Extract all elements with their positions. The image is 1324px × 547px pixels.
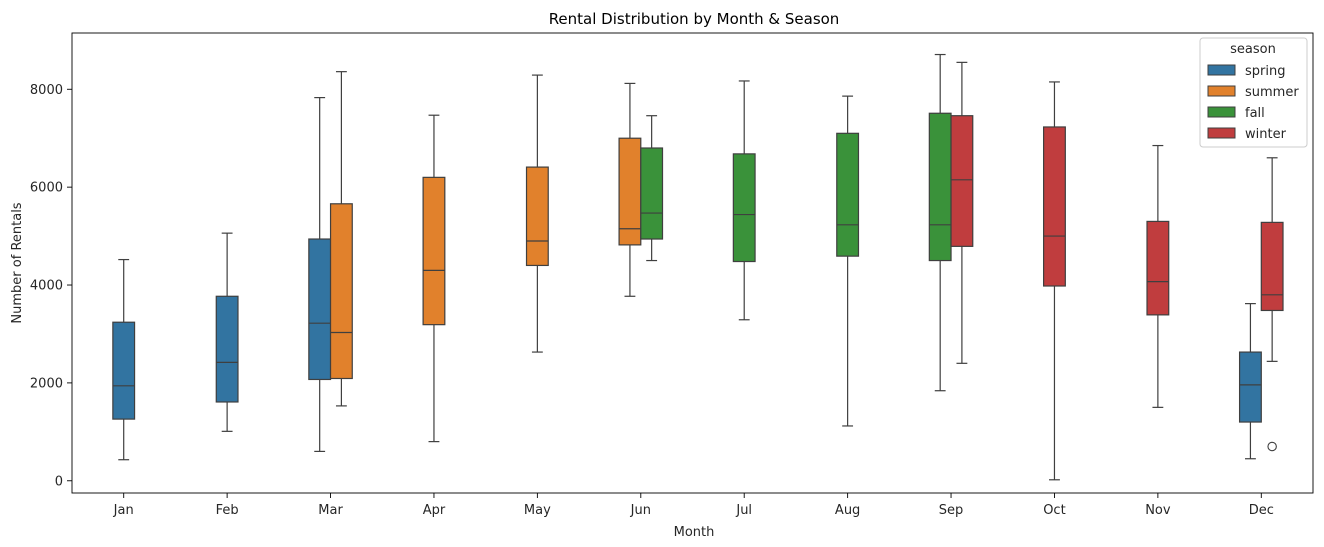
y-tick-label: 0 bbox=[55, 474, 63, 489]
legend-label: spring bbox=[1245, 64, 1285, 79]
y-tick-label: 6000 bbox=[30, 181, 63, 196]
x-tick-label: Mar bbox=[318, 503, 343, 518]
x-tick-label: Jun bbox=[630, 503, 651, 518]
box-winter-sep bbox=[950, 61, 974, 364]
legend-item-winter: winter bbox=[1207, 127, 1287, 142]
x-tick-label: Sep bbox=[939, 503, 964, 518]
legend-item-spring: spring bbox=[1207, 64, 1285, 79]
box-iqr bbox=[422, 176, 446, 326]
box-summer-may bbox=[525, 74, 549, 353]
box-iqr bbox=[732, 153, 756, 263]
box-spring-mar bbox=[308, 96, 332, 453]
y-tick-label: 4000 bbox=[30, 279, 63, 294]
box-spring-dec bbox=[1238, 303, 1262, 460]
box-summer-mar bbox=[329, 71, 353, 407]
legend-label: summer bbox=[1245, 85, 1299, 100]
y-tick-label: 8000 bbox=[30, 83, 63, 98]
x-tick-label: Feb bbox=[216, 503, 239, 518]
x-tick-label: Aug bbox=[835, 503, 860, 518]
box-iqr bbox=[308, 238, 332, 381]
outlier-point bbox=[1267, 441, 1277, 452]
box-iqr bbox=[112, 321, 136, 420]
x-tick-label: Nov bbox=[1145, 503, 1171, 518]
legend-label: fall bbox=[1245, 106, 1265, 121]
box-iqr bbox=[950, 115, 974, 247]
plot-area bbox=[112, 53, 1284, 481]
box-fall-jun bbox=[640, 115, 664, 262]
y-axis-title: Number of Rentals bbox=[10, 202, 25, 323]
box-spring-feb bbox=[215, 232, 239, 432]
x-axis-title: Month bbox=[674, 525, 715, 540]
chart-title: Rental Distribution by Month & Season bbox=[549, 10, 840, 28]
x-tick-label: Jul bbox=[735, 503, 752, 518]
box-iqr bbox=[329, 203, 353, 380]
legend-swatch bbox=[1207, 85, 1236, 97]
box-iqr bbox=[928, 112, 952, 262]
x-axis: Jan Feb Mar Apr May Jun Jul Aug Sep Oct Nov Dec bbox=[113, 493, 1274, 518]
legend-label: winter bbox=[1245, 127, 1287, 142]
legend-items: spring summer fall winter bbox=[1207, 64, 1299, 142]
box-iqr bbox=[836, 132, 860, 257]
box-winter-dec bbox=[1260, 157, 1284, 452]
box-iqr bbox=[1260, 221, 1284, 312]
legend-swatch bbox=[1207, 106, 1236, 118]
legend-title: season bbox=[1230, 42, 1276, 57]
box-fall-aug bbox=[836, 95, 860, 427]
box-winter-nov bbox=[1146, 144, 1170, 408]
box-winter-oct bbox=[1042, 81, 1066, 481]
box-spring-jan bbox=[112, 258, 136, 461]
box-fall-sep bbox=[928, 53, 952, 392]
x-tick-label: Dec bbox=[1249, 503, 1274, 518]
legend-swatch bbox=[1207, 127, 1236, 139]
box-iqr bbox=[525, 166, 549, 267]
x-tick-label: May bbox=[524, 503, 551, 518]
box-iqr bbox=[1238, 351, 1262, 423]
legend-swatch bbox=[1207, 64, 1236, 76]
legend: season spring summer fall winter bbox=[1199, 37, 1308, 148]
box-iqr bbox=[1146, 220, 1170, 316]
y-tick-label: 2000 bbox=[30, 376, 63, 391]
plot-frame bbox=[71, 32, 1314, 494]
box-summer-apr bbox=[422, 114, 446, 443]
box-iqr bbox=[640, 147, 664, 240]
box-iqr bbox=[1042, 126, 1066, 287]
x-tick-label: Jan bbox=[113, 503, 134, 518]
y-axis: 0 2000 4000 6000 8000 bbox=[30, 83, 72, 489]
x-tick-label: Oct bbox=[1043, 503, 1065, 518]
box-summer-jun bbox=[618, 82, 642, 297]
legend-item-fall: fall bbox=[1207, 106, 1265, 121]
x-tick-label: Apr bbox=[423, 503, 446, 518]
legend-item-summer: summer bbox=[1207, 85, 1299, 100]
box-iqr bbox=[215, 295, 239, 403]
box-fall-jul bbox=[732, 80, 756, 321]
